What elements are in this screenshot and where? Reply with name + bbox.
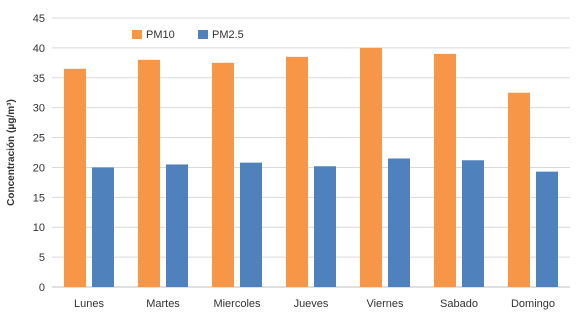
- x-tick-label: Domingo: [511, 298, 555, 310]
- axes: 0 5 10 15 20 25 30 35 40 45 Lunes Martes Miercoles Ju…: [33, 13, 570, 310]
- bar-pm10-lunes: [64, 68, 86, 287]
- y-axis-label: Concentración (μg/m³): [6, 99, 17, 206]
- y-tick-label: 10: [33, 222, 45, 234]
- y-tick-label: 5: [39, 252, 45, 264]
- x-tick-label: Viernes: [366, 298, 404, 310]
- bar-pm25-lunes: [92, 167, 114, 287]
- x-tick-label: Miercoles: [213, 298, 261, 310]
- bars: [64, 47, 558, 288]
- x-tick-label: Jueves: [294, 298, 329, 310]
- y-tick-label: 30: [33, 103, 45, 115]
- x-tick-label: Sabado: [440, 298, 478, 310]
- y-tick-label: 40: [33, 43, 45, 55]
- bar-pm10-jueves: [286, 56, 308, 287]
- bar-pm10-domingo: [508, 92, 530, 287]
- legend-swatch-pm25: [198, 30, 208, 39]
- bar-pm25-jueves: [314, 166, 336, 287]
- legend-label: PM10: [146, 29, 175, 41]
- legend: PM10 PM2.5: [132, 29, 244, 41]
- legend-swatch-pm10: [132, 30, 142, 39]
- bar-pm25-miercoles: [240, 162, 262, 287]
- y-tick-label: 0: [39, 282, 45, 294]
- y-tick-label: 25: [33, 133, 45, 145]
- gridlines: [52, 17, 570, 258]
- bar-pm10-martes: [138, 59, 160, 287]
- legend-label: PM2.5: [212, 29, 244, 41]
- bar-pm25-domingo: [536, 171, 558, 287]
- y-tick-label: 35: [33, 73, 45, 85]
- x-tick-label: Lunes: [74, 298, 104, 310]
- bar-pm25-viernes: [388, 158, 410, 287]
- bar-pm10-viernes: [360, 47, 382, 288]
- y-tick-label: 15: [33, 192, 45, 204]
- bar-pm10-sabado: [434, 53, 456, 287]
- bar-pm25-martes: [166, 164, 188, 287]
- y-tick-label: 20: [33, 162, 45, 174]
- y-tick-label: 45: [33, 13, 45, 25]
- bar-pm25-sabado: [462, 160, 484, 287]
- bar-pm10-miercoles: [212, 62, 234, 288]
- x-tick-label: Martes: [146, 298, 180, 310]
